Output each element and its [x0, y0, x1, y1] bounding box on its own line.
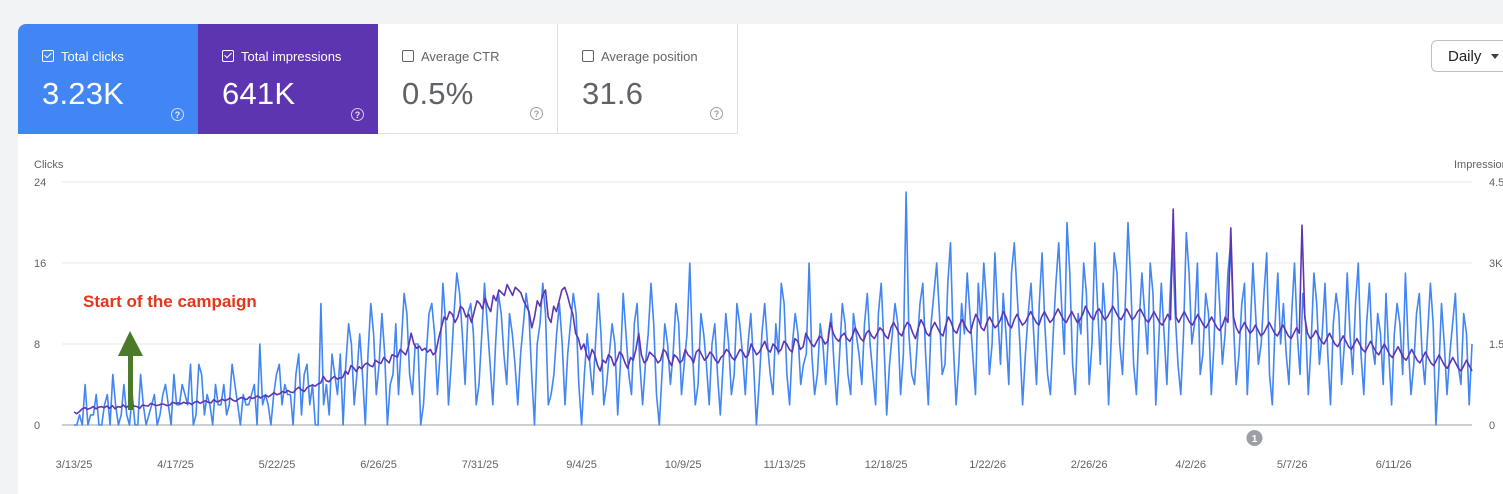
x-tick-label: 10/9/25 — [665, 459, 702, 471]
x-tick-label: 2/26/26 — [1071, 459, 1108, 471]
total-clicks-metric[interactable]: Total clicks 3.23K ? — [18, 24, 198, 134]
period-select-value: Daily — [1448, 47, 1482, 65]
ctr-checkbox[interactable] — [402, 50, 414, 62]
y-right-tick-label: 4.5K — [1489, 177, 1503, 189]
x-tick-label: 11/13/25 — [764, 459, 806, 471]
average-ctr-metric[interactable]: Average CTR 0.5% ? — [378, 24, 558, 134]
total-impressions-label: Total impressions — [241, 48, 342, 64]
y-left-tick-label: 16 — [34, 258, 46, 270]
help-icon[interactable]: ? — [171, 108, 184, 121]
x-tick-label: 4/2/26 — [1175, 459, 1206, 471]
average-ctr-value: 0.5% — [402, 76, 474, 111]
dropdown-caret-icon — [1491, 53, 1500, 59]
average-position-label: Average position — [601, 48, 698, 64]
event-marker-icon — [1246, 430, 1263, 446]
impressions-series-line — [73, 208, 1473, 415]
x-tick-label: 3/13/25 — [56, 459, 93, 471]
total-clicks-label: Total clicks — [61, 48, 124, 64]
average-ctr-label: Average CTR — [421, 48, 500, 64]
x-tick-label: 1/22/26 — [969, 459, 1006, 471]
campaign-arrow-shaft — [128, 350, 133, 410]
help-icon[interactable]: ? — [710, 107, 723, 120]
y-right-tick-label: 0 — [1489, 420, 1495, 432]
clicks-series-line — [74, 191, 1473, 426]
performance-chart: 24 4.5K 16 3K 8 1.5K 0 0 Clicks Impressions 3/13/2… — [34, 159, 1503, 471]
total-impressions-metric[interactable]: Total impressions 641K ? — [198, 24, 378, 134]
y-right-tick-label: 3K — [1489, 258, 1503, 270]
campaign-annotation-label: Start of the campaign — [83, 292, 257, 311]
total-clicks-value: 3.23K — [42, 76, 125, 111]
help-icon[interactable]: ? — [351, 108, 364, 121]
x-tick-label: 12/18/25 — [865, 459, 908, 471]
position-checkbox[interactable] — [582, 50, 594, 62]
campaign-arrow-icon — [118, 331, 143, 356]
x-tick-label: 6/11/26 — [1376, 459, 1412, 471]
total-impressions-value: 641K — [222, 76, 296, 111]
y-right-tick-label: 1.5K — [1489, 339, 1503, 351]
x-tick-label: 4/17/25 — [157, 459, 194, 471]
average-position-value: 31.6 — [582, 76, 644, 111]
event-marker-label: 1 — [1252, 434, 1258, 445]
y-left-axis-label: Clicks — [34, 159, 64, 171]
impressions-checkbox[interactable] — [222, 50, 234, 62]
x-tick-label: 6/26/25 — [360, 459, 397, 471]
y-left-tick-label: 8 — [34, 339, 40, 351]
period-select[interactable]: Daily — [1431, 40, 1503, 72]
average-position-metric[interactable]: Average position 31.6 ? — [558, 24, 738, 134]
clicks-checkbox[interactable] — [42, 50, 54, 62]
x-tick-label: 5/22/25 — [259, 459, 296, 471]
x-tick-label: 7/31/25 — [462, 459, 499, 471]
x-tick-label: 5/7/26 — [1277, 459, 1308, 471]
y-left-tick-label: 24 — [34, 177, 46, 189]
y-right-axis-label: Impressions — [1454, 159, 1503, 171]
y-left-tick-label: 0 — [34, 420, 40, 432]
x-tick-label: 9/4/25 — [566, 459, 597, 471]
help-icon[interactable]: ? — [530, 107, 543, 120]
